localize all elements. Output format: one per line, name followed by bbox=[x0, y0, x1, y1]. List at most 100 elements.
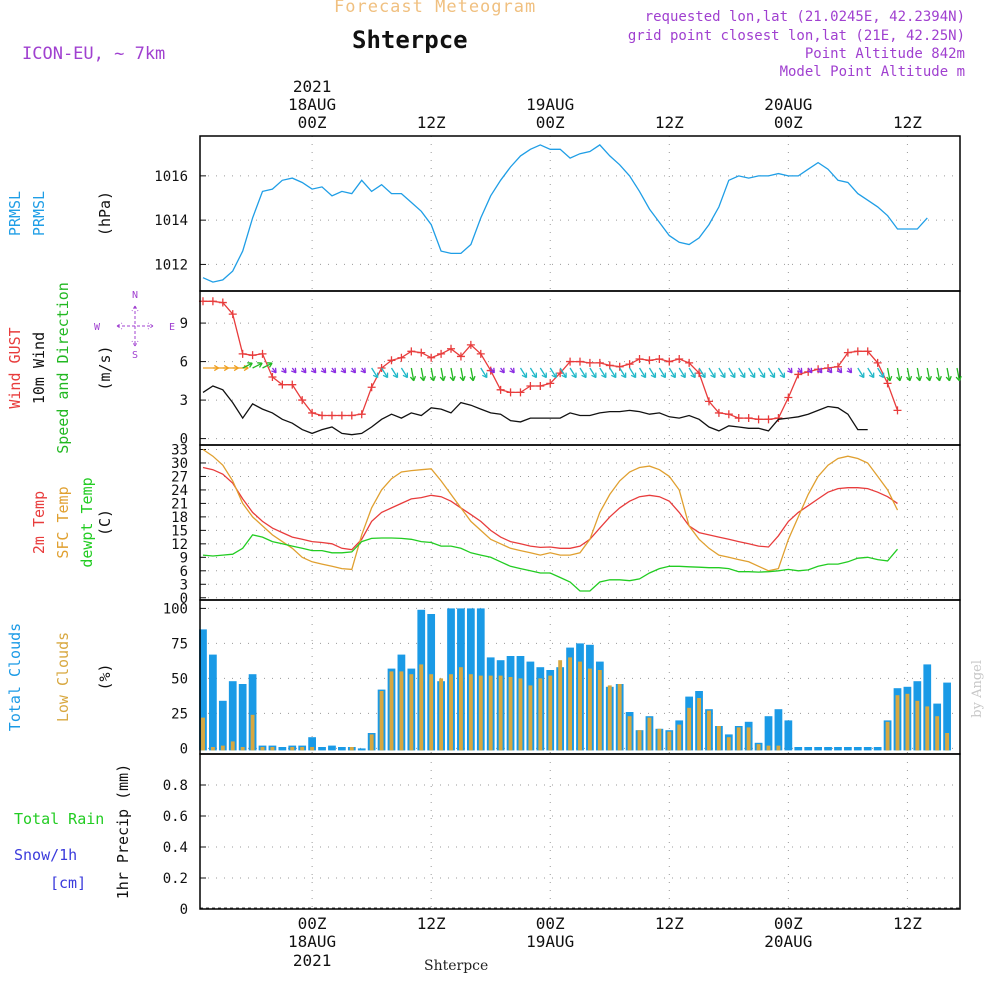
wind-direction-arrow bbox=[609, 367, 617, 378]
wind-arrow-head bbox=[392, 372, 399, 379]
wind-direction-arrow bbox=[857, 367, 865, 378]
clouds-unit-label: (%) bbox=[96, 663, 114, 690]
low-cloud-bar bbox=[697, 698, 701, 751]
low-cloud-bar bbox=[508, 677, 513, 751]
temperature-ytick-label: 0 bbox=[180, 591, 188, 607]
top-date-label: 18AUG bbox=[288, 95, 336, 114]
low-cloud-bar bbox=[240, 747, 245, 751]
gust-marker bbox=[268, 372, 277, 381]
gust-marker bbox=[546, 379, 555, 388]
wind-direction-arrow bbox=[470, 367, 474, 381]
wind-direction-arrow bbox=[599, 367, 607, 378]
compass-east-label: E bbox=[169, 322, 175, 333]
temperature-ytick-label: 6 bbox=[180, 564, 188, 580]
wind-arrow-head bbox=[739, 372, 746, 379]
wind-direction-arrow bbox=[886, 367, 891, 381]
total-cloud-bar bbox=[844, 747, 852, 751]
wind-arrow-head bbox=[382, 372, 389, 379]
compass-north-label: N bbox=[132, 290, 138, 301]
wind-arrow-head bbox=[859, 372, 865, 379]
wind-ytick-label: 6 bbox=[180, 355, 188, 371]
wind-arrow-head bbox=[541, 372, 547, 379]
temperature-2m-temp-line bbox=[202, 466, 898, 551]
wind-arrow-head bbox=[650, 372, 657, 379]
wind-arrow-head bbox=[340, 367, 347, 374]
wind-arrow-head bbox=[878, 372, 885, 379]
wind-arrow-head bbox=[571, 372, 577, 379]
gust-marker bbox=[526, 381, 535, 390]
total-cloud-bar bbox=[228, 681, 237, 751]
wind-arrow-head bbox=[267, 362, 273, 368]
temperature-ytick-label: 24 bbox=[171, 483, 188, 499]
low-cloud-bar bbox=[548, 675, 553, 751]
gust-marker bbox=[615, 362, 624, 371]
total-cloud-bar bbox=[338, 747, 346, 751]
pressure-prmsl-line bbox=[202, 144, 928, 283]
gust-marker bbox=[258, 349, 267, 358]
low-cloud-bar bbox=[468, 674, 473, 751]
low-cloud-bar bbox=[746, 727, 751, 751]
gust-marker bbox=[784, 393, 793, 402]
gust-marker bbox=[347, 411, 356, 420]
low-cloud-bar bbox=[885, 721, 890, 751]
wind-arrow-head bbox=[935, 375, 942, 382]
total-cloud-bar bbox=[824, 747, 832, 751]
pressure-legend-label: PRMSL bbox=[30, 191, 48, 236]
pressure-ytick-label: 1012 bbox=[154, 257, 188, 273]
gust-marker bbox=[506, 388, 515, 397]
total-cloud-bar bbox=[853, 747, 862, 751]
gust-marker bbox=[744, 414, 753, 423]
gust-marker bbox=[764, 415, 773, 424]
precip-ytick-label: 0.2 bbox=[163, 871, 188, 887]
gust-marker bbox=[447, 344, 456, 353]
bottom-year-label: 2021 bbox=[293, 951, 332, 970]
precip-unit-label: 1hr Precip (mm) bbox=[114, 764, 132, 899]
wind-10m-wind-line bbox=[202, 385, 868, 436]
low-cloud-bar bbox=[647, 717, 652, 751]
wind-direction-arrow bbox=[956, 367, 961, 381]
wind-direction-arrow bbox=[579, 367, 587, 378]
low-cloud-bar bbox=[409, 674, 414, 751]
gust-marker bbox=[218, 298, 227, 307]
gust-marker bbox=[367, 383, 376, 392]
gust-marker bbox=[298, 396, 307, 405]
gust-marker bbox=[704, 397, 713, 406]
wind-arrow-head bbox=[749, 372, 756, 379]
low-cloud-bar bbox=[230, 741, 235, 751]
temperature-ytick-label: 30 bbox=[171, 456, 188, 472]
gust-marker bbox=[496, 385, 505, 394]
wind-direction-arrow bbox=[371, 367, 379, 378]
wind-arrow-head bbox=[806, 367, 813, 374]
wind-direction-arrow bbox=[381, 367, 389, 378]
low-cloud-bar bbox=[449, 674, 453, 751]
gust-marker bbox=[516, 388, 525, 397]
gust-marker bbox=[585, 358, 594, 367]
wind-direction-arrow bbox=[559, 367, 567, 378]
wind-direction-arrow bbox=[529, 367, 537, 378]
pressure-ytick-label: 1014 bbox=[154, 213, 188, 229]
low-cloud-bar bbox=[369, 734, 374, 751]
low-cloud-bar bbox=[439, 678, 444, 751]
wind-direction-arrow bbox=[926, 367, 931, 381]
gust-marker bbox=[566, 357, 575, 366]
wind-direction-arrow bbox=[728, 367, 736, 378]
total-cloud-bar bbox=[278, 747, 287, 751]
low-cloud-bar bbox=[220, 745, 225, 751]
temperature-legend-label: dewpt Temp bbox=[78, 477, 96, 567]
wind-legend-label: Wind GUST bbox=[6, 327, 24, 408]
wind-arrow-head bbox=[915, 375, 923, 382]
wind-arrow-head bbox=[906, 375, 913, 382]
gust-marker bbox=[635, 355, 644, 364]
low-cloud-bar bbox=[607, 685, 612, 751]
compass-west-label: W bbox=[94, 322, 101, 333]
wind-direction-arrow bbox=[777, 367, 785, 378]
wind-arrow-head bbox=[710, 372, 716, 379]
wind-direction-arrow bbox=[767, 367, 776, 378]
wind-direction-arrow bbox=[242, 362, 253, 369]
gust-marker bbox=[228, 310, 237, 319]
gust-marker bbox=[774, 414, 783, 423]
wind-arrow-head bbox=[350, 367, 357, 374]
wind-direction-arrow bbox=[569, 367, 577, 378]
gust-marker bbox=[397, 353, 406, 362]
gust-marker bbox=[893, 406, 902, 415]
